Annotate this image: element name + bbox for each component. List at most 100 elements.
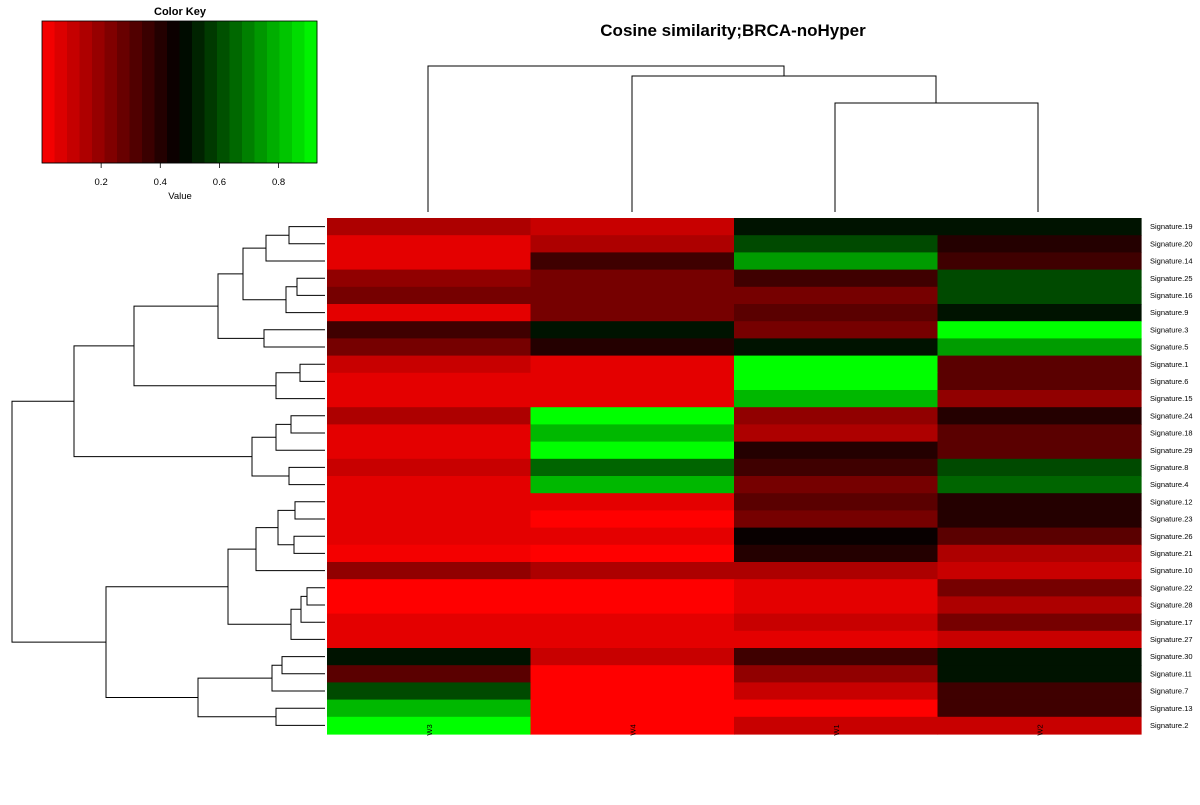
heatmap-cell — [327, 286, 532, 305]
row-label: Signature.1 — [1150, 360, 1188, 369]
heatmap-cell — [327, 476, 532, 494]
color-key-band — [229, 21, 243, 163]
heatmap-cell — [530, 235, 735, 253]
heatmap-cell — [734, 510, 939, 529]
row-label: Signature.10 — [1150, 566, 1193, 575]
heatmap-cell — [937, 510, 1142, 529]
heatmap-cell — [530, 304, 735, 322]
row-dendro-branch — [281, 656, 325, 675]
heatmap-cell — [937, 235, 1142, 253]
heatmap-cell — [937, 441, 1142, 460]
color-key-band — [42, 21, 55, 163]
heatmap-cell — [937, 252, 1142, 271]
row-label: Signature.30 — [1150, 652, 1193, 661]
column-label: W1 — [832, 724, 841, 735]
heatmap-cell — [734, 630, 939, 649]
color-key-tick-label: 0.4 — [154, 177, 167, 188]
color-key-band — [54, 21, 68, 163]
heatmap-cell — [530, 630, 735, 649]
row-label: Signature.27 — [1150, 635, 1193, 644]
row-dendro-branch — [227, 548, 291, 625]
heatmap-cell — [327, 390, 532, 408]
heatmap-cell — [734, 527, 939, 546]
heatmap-cell — [327, 338, 532, 357]
color-key-band — [167, 21, 180, 163]
column-label: W2 — [1035, 724, 1044, 735]
heatmap-cell — [327, 304, 532, 322]
heatmap-cell — [530, 716, 735, 735]
row-label: Signature.15 — [1150, 394, 1193, 403]
row-label: Signature.4 — [1150, 480, 1188, 489]
heatmap-cell — [734, 665, 939, 683]
row-label: Signature.20 — [1150, 239, 1193, 248]
heatmap-cell — [327, 579, 532, 597]
heatmap-cell — [327, 682, 532, 701]
color-key-tick-label: 0.6 — [213, 177, 226, 188]
heatmap-cell — [327, 355, 532, 374]
heatmap-cell — [734, 699, 939, 718]
heatmap-cell — [734, 235, 939, 253]
heatmap-cell — [937, 699, 1142, 718]
row-label: Signature.28 — [1150, 601, 1193, 610]
row-labels: Signature.19 Signature.20 Signature.14 Sign… — [1150, 222, 1193, 730]
row-label: Signature.7 — [1150, 687, 1188, 696]
heatmap-cell — [530, 579, 735, 597]
row-dendro-branch — [11, 400, 106, 643]
heatmap-cell — [734, 407, 939, 425]
row-dendro-branch — [306, 587, 325, 606]
heatmap-cell — [734, 390, 939, 408]
heatmap-cell — [530, 527, 735, 546]
row-label: Signature.24 — [1150, 411, 1193, 420]
color-key-tick-label: 0.2 — [95, 177, 108, 188]
row-dendro-branch — [285, 286, 325, 314]
heatmap-cell — [937, 613, 1142, 632]
heatmap-cell — [937, 596, 1142, 615]
heatmap-cell — [734, 493, 939, 511]
heatmap-cells — [327, 218, 1142, 735]
heatmap-cell — [327, 252, 532, 271]
row-dendro-branch — [300, 595, 325, 623]
row-label: Signature.29 — [1150, 446, 1193, 455]
row-label: Signature.25 — [1150, 274, 1193, 283]
heatmap-cell — [327, 596, 532, 615]
heatmap-cell — [734, 269, 939, 288]
heatmap-cell — [327, 562, 532, 580]
heatmap-cell — [530, 648, 735, 666]
heatmap-cell — [937, 630, 1142, 649]
heatmap-cell — [734, 218, 939, 236]
heatmap-cell — [734, 338, 939, 357]
row-label: Signature.11 — [1150, 669, 1192, 678]
heatmap-cell — [937, 390, 1142, 408]
chart-title: Cosine similarity;BRCA-noHyper — [600, 21, 866, 40]
heatmap-cell — [734, 355, 939, 374]
color-key-band — [154, 21, 168, 163]
heatmap-cell — [327, 665, 532, 683]
row-label: Signature.19 — [1150, 222, 1193, 231]
color-key-band — [254, 21, 268, 163]
heatmap-cell — [937, 355, 1142, 374]
color-key: Color Key 0.2 0.4 0.6 0.8 Value — [41, 6, 318, 202]
heatmap-cell — [530, 286, 735, 305]
row-label: Signature.18 — [1150, 429, 1193, 438]
color-key-band — [92, 21, 105, 163]
color-key-tick-label: 0.8 — [272, 177, 285, 188]
heatmap-cell — [734, 682, 939, 701]
heatmap-cell — [327, 407, 532, 425]
row-label: Signature.21 — [1150, 549, 1193, 558]
color-key-band — [129, 21, 143, 163]
row-label: Signature.26 — [1150, 532, 1193, 541]
row-dendro-branch — [296, 277, 325, 296]
col-dendro-branch-w4-w1w2 — [631, 75, 937, 212]
color-key-xlabel: Value — [168, 191, 192, 202]
heatmap-cell — [937, 304, 1142, 322]
row-dendrogram — [11, 226, 325, 726]
heatmap-cell — [734, 321, 939, 339]
heatmap-cell — [937, 493, 1142, 511]
color-key-band — [242, 21, 255, 163]
heatmap-cell — [327, 424, 532, 443]
color-key-band — [179, 21, 193, 163]
row-label: Signature.2 — [1150, 721, 1188, 730]
heatmap-cell — [734, 579, 939, 597]
heatmap-cell — [327, 269, 532, 288]
